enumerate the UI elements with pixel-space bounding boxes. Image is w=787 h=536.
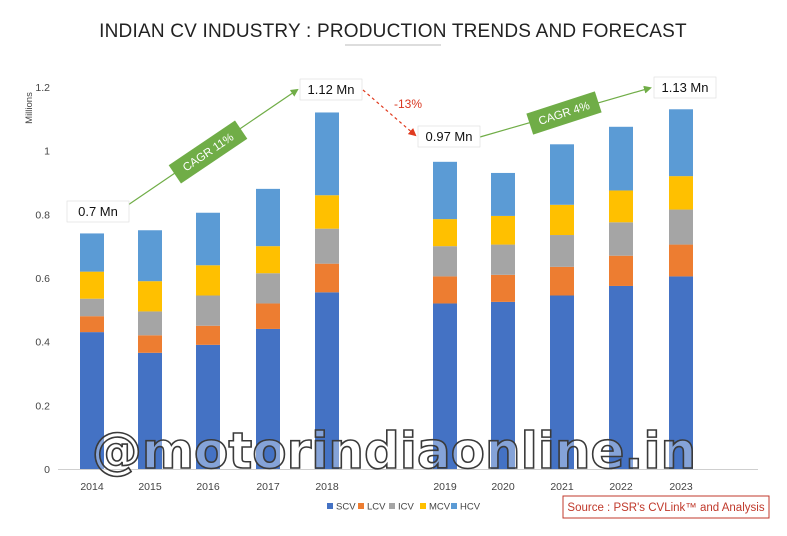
bar-segment-hcv-2021 [550, 144, 574, 205]
x-tick-label: 2014 [80, 481, 104, 493]
legend-swatch-icv [389, 503, 395, 509]
callout-start-total: 0.7 Mn [66, 200, 130, 223]
bar-segment-mcv-2015 [138, 281, 162, 312]
x-tick-label: 2015 [138, 481, 162, 493]
x-tick-label: 2018 [315, 481, 339, 493]
bar-segment-lcv-2021 [550, 266, 574, 296]
bar-segment-mcv-2022 [609, 190, 633, 223]
bar-segment-mcv-2016 [196, 265, 220, 296]
legend-label-lcv: LCV [367, 502, 386, 513]
callout-end-total-text: 1.13 Mn [662, 80, 709, 95]
y-tick-label: 0 [44, 464, 50, 476]
bar-segment-scv-2020 [491, 301, 515, 469]
callout-peak-total: 1.12 Mn [299, 78, 363, 101]
bar-segment-icv-2014 [80, 298, 104, 317]
bar-segment-icv-2018 [315, 228, 339, 264]
bar-layer [80, 109, 693, 469]
y-tick-label: 1.2 [35, 82, 50, 94]
bar-segment-scv-2019 [433, 303, 457, 469]
callout-end-total: 1.13 Mn [653, 76, 717, 99]
bar-segment-hcv-2020 [491, 172, 515, 216]
bar-segment-lcv-2014 [80, 316, 104, 333]
bar-segment-icv-2021 [550, 235, 574, 267]
bar-segment-hcv-2019 [433, 161, 457, 220]
bar-segment-scv-2022 [609, 285, 633, 469]
bar-segment-lcv-2022 [609, 255, 633, 286]
bar-segment-lcv-2023 [669, 244, 693, 277]
bar-segment-icv-2020 [491, 244, 515, 275]
watermark: @motorindiaonline.in [92, 422, 696, 480]
legend-label-hcv: HCV [460, 502, 481, 513]
bar-segment-mcv-2014 [80, 271, 104, 299]
cagr-badge-first: CAGR 11% [168, 120, 248, 184]
bar-segment-lcv-2017 [256, 303, 280, 329]
chart-title: INDIAN CV INDUSTRY : PRODUCTION TRENDS A… [99, 21, 687, 42]
legend-swatch-scv [327, 503, 333, 509]
bar-segment-icv-2017 [256, 273, 280, 304]
y-tick-label: 0.8 [35, 209, 50, 221]
decline-percent-label: -13% [394, 97, 422, 111]
bar-segment-scv-2018 [315, 292, 339, 469]
y-axis-label: Millions [24, 92, 35, 124]
x-tick-label: 2019 [433, 481, 457, 493]
y-axis-ticks: 0 0.2 0.4 0.6 0.8 1 1.2 [35, 82, 50, 476]
bar-segment-hcv-2022 [609, 126, 633, 191]
bar-segment-icv-2015 [138, 311, 162, 336]
legend-swatch-lcv [358, 503, 364, 509]
cagr-badge-second: CAGR 4% [526, 91, 602, 135]
callout-dip-total-text: 0.97 Mn [426, 129, 473, 144]
bar-segment-hcv-2023 [669, 109, 693, 177]
callout-start-total-text: 0.7 Mn [78, 204, 118, 219]
bar-segment-hcv-2014 [80, 233, 104, 272]
bar-segment-mcv-2023 [669, 176, 693, 210]
bar-segment-lcv-2019 [433, 276, 457, 304]
bar-segment-scv-2017 [256, 328, 280, 469]
x-tick-label: 2017 [256, 481, 280, 493]
legend-label-icv: ICV [398, 502, 415, 513]
bar-segment-lcv-2018 [315, 263, 339, 293]
bar-segment-scv-2015 [138, 352, 162, 469]
x-tick-label: 2020 [491, 481, 515, 493]
y-tick-label: 1 [44, 146, 50, 158]
legend: SCV LCV ICV MCV HCV [327, 502, 481, 513]
bar-segment-lcv-2020 [491, 274, 515, 302]
bar-segment-scv-2023 [669, 276, 693, 469]
bar-segment-icv-2019 [433, 246, 457, 277]
legend-label-mcv: MCV [429, 502, 451, 513]
x-tick-label: 2016 [196, 481, 220, 493]
bar-segment-hcv-2017 [256, 188, 280, 247]
legend-swatch-hcv [451, 503, 457, 509]
bar-segment-icv-2016 [196, 295, 220, 326]
bar-segment-mcv-2017 [256, 246, 280, 274]
bar-segment-scv-2016 [196, 344, 220, 469]
bar-segment-hcv-2018 [315, 112, 339, 196]
bar-segment-hcv-2016 [196, 212, 220, 266]
source-text: Source : PSR's CVLink™ and Analysis [567, 502, 764, 514]
x-tick-label: 2023 [669, 481, 693, 493]
bar-segment-lcv-2016 [196, 325, 220, 345]
source-note: Source : PSR's CVLink™ and Analysis [562, 495, 770, 519]
x-tick-label: 2022 [609, 481, 633, 493]
bar-segment-icv-2022 [609, 222, 633, 256]
legend-swatch-mcv [420, 503, 426, 509]
y-tick-label: 0.6 [35, 273, 50, 285]
bar-segment-mcv-2020 [491, 215, 515, 245]
legend-label-scv: SCV [336, 502, 356, 513]
bar-segment-mcv-2018 [315, 195, 339, 229]
bar-segment-mcv-2021 [550, 204, 574, 236]
bar-segment-hcv-2015 [138, 230, 162, 282]
bar-segment-lcv-2015 [138, 335, 162, 353]
y-tick-label: 0.2 [35, 400, 50, 412]
callout-dip-total: 0.97 Mn [417, 125, 481, 148]
bar-segment-scv-2021 [550, 295, 574, 469]
bar-segment-mcv-2019 [433, 219, 457, 247]
x-tick-label: 2021 [550, 481, 574, 493]
bar-segment-scv-2014 [80, 332, 104, 469]
y-tick-label: 0.4 [35, 337, 50, 349]
x-axis-ticks: 2014 2015 2016 2017 2018 2019 2020 2021 2022 2023 [80, 481, 693, 493]
callout-peak-total-text: 1.12 Mn [308, 82, 355, 97]
bar-segment-icv-2023 [669, 209, 693, 245]
